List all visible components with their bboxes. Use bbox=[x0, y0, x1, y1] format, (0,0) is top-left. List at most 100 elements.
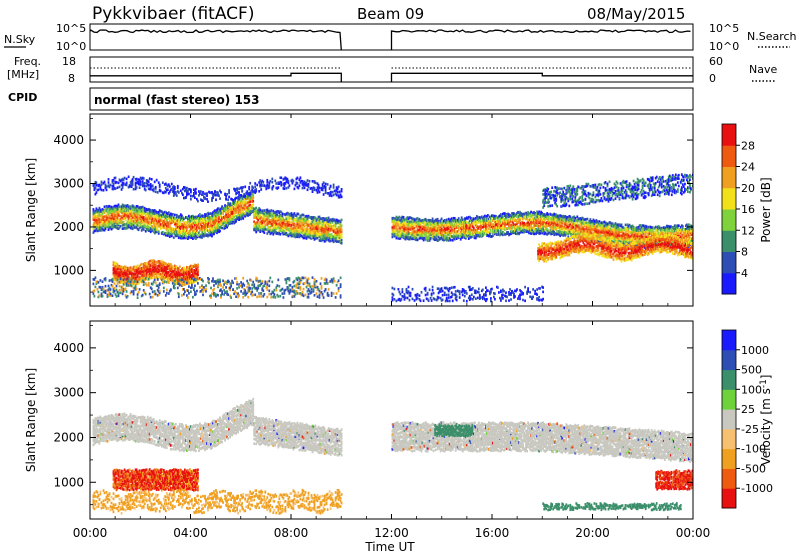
heatmap-cell bbox=[144, 262, 147, 265]
heatmap-cell bbox=[268, 284, 271, 288]
heatmap-cell bbox=[154, 210, 157, 213]
heatmap-cell bbox=[288, 184, 291, 187]
heatmap-cell bbox=[311, 276, 314, 279]
heatmap-cell bbox=[224, 226, 226, 230]
heatmap-cell bbox=[424, 224, 427, 228]
heatmap-cell bbox=[427, 224, 430, 228]
heatmap-cell bbox=[178, 274, 181, 277]
heatmap-cell bbox=[297, 222, 300, 225]
heatmap-cell bbox=[467, 224, 470, 228]
heatmap-cell bbox=[428, 239, 431, 242]
heatmap-cell bbox=[224, 208, 226, 211]
heatmap-cell bbox=[199, 222, 201, 226]
heatmap-cell bbox=[155, 273, 158, 276]
heatmap-cell bbox=[148, 183, 151, 187]
heatmap-cell bbox=[184, 290, 186, 293]
heatmap-cell bbox=[164, 220, 167, 224]
heatmap-cell bbox=[238, 294, 240, 297]
heatmap-cell bbox=[189, 225, 191, 228]
heatmap-cell bbox=[126, 222, 129, 225]
heatmap-cell bbox=[157, 210, 160, 214]
heatmap-cell bbox=[157, 181, 160, 184]
heatmap-cell bbox=[228, 222, 230, 225]
heatmap-cell bbox=[254, 185, 257, 188]
heatmap-cell bbox=[256, 216, 259, 219]
heatmap-cell bbox=[130, 276, 133, 280]
heatmap-cell bbox=[331, 228, 334, 232]
heatmap-cell bbox=[157, 264, 160, 268]
heatmap-cell bbox=[313, 285, 316, 288]
heatmap-cell bbox=[394, 217, 397, 220]
heatmap-cell bbox=[188, 282, 190, 285]
heatmap-cell bbox=[172, 185, 175, 188]
heatmap-cell bbox=[240, 281, 242, 284]
heatmap-cell bbox=[206, 192, 208, 195]
heatmap-cell bbox=[215, 226, 217, 229]
heatmap-cell bbox=[215, 280, 217, 284]
heatmap-cell bbox=[193, 192, 195, 195]
heatmap-cell bbox=[426, 226, 429, 229]
heatmap-cell bbox=[469, 216, 472, 220]
heatmap-cell bbox=[405, 219, 408, 222]
heatmap-cell bbox=[335, 193, 338, 197]
heatmap-cell bbox=[190, 275, 192, 279]
heatmap-cell bbox=[148, 220, 151, 223]
heatmap-cell bbox=[157, 270, 160, 274]
heatmap-cell bbox=[199, 221, 201, 224]
heatmap-cell bbox=[300, 293, 303, 297]
heatmap-cell bbox=[247, 214, 250, 217]
heatmap-cell bbox=[252, 195, 255, 199]
heatmap-cell bbox=[334, 231, 337, 234]
heatmap-cell bbox=[220, 222, 222, 226]
heatmap-cell bbox=[392, 222, 395, 226]
heatmap-cell bbox=[320, 287, 323, 290]
heatmap-cell bbox=[183, 217, 185, 221]
heatmap-cell bbox=[182, 283, 184, 287]
heatmap-cell bbox=[214, 209, 216, 212]
heatmap-cell bbox=[337, 185, 340, 189]
heatmap-cell bbox=[251, 196, 254, 199]
heatmap-cell bbox=[216, 219, 218, 222]
heatmap-cell bbox=[147, 277, 150, 281]
heatmap-cell bbox=[149, 273, 152, 277]
heatmap-cell bbox=[296, 176, 299, 180]
heatmap-cell bbox=[207, 234, 209, 238]
heatmap-cell bbox=[290, 234, 293, 238]
heatmap-cell bbox=[121, 186, 124, 189]
heatmap-cell bbox=[334, 189, 337, 192]
heatmap-cell bbox=[312, 288, 315, 291]
heatmap-cell bbox=[141, 225, 144, 228]
heatmap-cell bbox=[118, 178, 121, 182]
nsearch-tick-bottom: 10^0 bbox=[709, 40, 739, 53]
heatmap-cell bbox=[325, 280, 328, 284]
heatmap-cell bbox=[235, 191, 237, 195]
heatmap-cell bbox=[226, 292, 228, 296]
heatmap-cell bbox=[105, 185, 108, 188]
heatmap-cell bbox=[435, 223, 438, 227]
heatmap-cell bbox=[118, 205, 121, 209]
heatmap-cell bbox=[109, 216, 112, 220]
heatmap-cell bbox=[166, 224, 169, 228]
heatmap-cell bbox=[196, 229, 198, 232]
heatmap-cell bbox=[161, 230, 164, 234]
heatmap-cell bbox=[159, 223, 162, 226]
heatmap-cell bbox=[139, 225, 142, 229]
heatmap-cell bbox=[312, 290, 315, 293]
heatmap-cell bbox=[145, 283, 148, 287]
heatmap-cell bbox=[393, 232, 396, 236]
heatmap-cell bbox=[333, 279, 336, 283]
heatmap-cell bbox=[331, 225, 334, 228]
heatmap-cell bbox=[337, 240, 340, 243]
heatmap-cell bbox=[334, 224, 337, 228]
heatmap-cell bbox=[283, 182, 286, 185]
heatmap-cell bbox=[102, 182, 105, 185]
heatmap-cell bbox=[160, 266, 163, 270]
heatmap-cell bbox=[202, 290, 204, 293]
heatmap-cell bbox=[217, 223, 219, 226]
heatmap-cell bbox=[257, 286, 260, 290]
heatmap-cell bbox=[283, 184, 286, 188]
heatmap-cell bbox=[301, 183, 304, 186]
heatmap-cell bbox=[193, 225, 195, 229]
heatmap-cell bbox=[93, 215, 96, 218]
heatmap-cell bbox=[455, 226, 458, 229]
